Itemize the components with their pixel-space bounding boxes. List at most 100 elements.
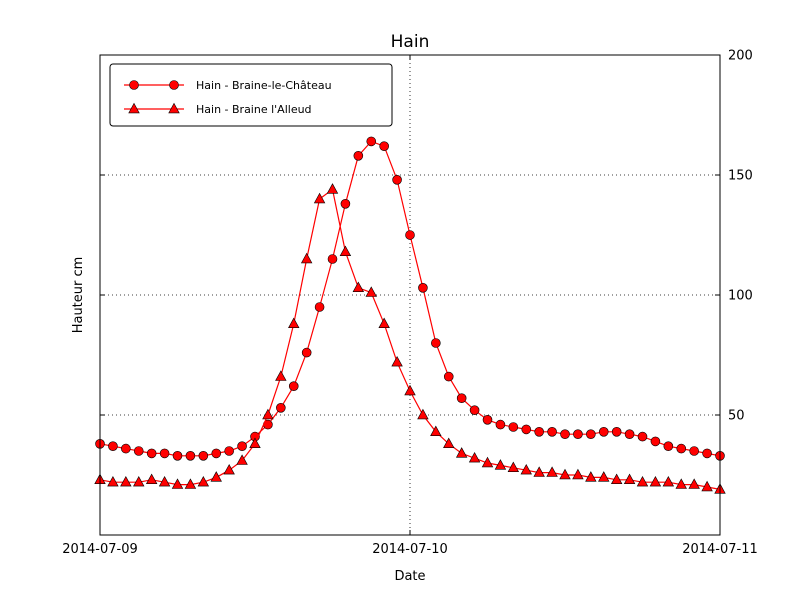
circle-marker [353,151,364,161]
triangle-marker [128,102,140,114]
y-tick-label: 100 [728,289,753,304]
triangle-marker [223,463,235,475]
triangle-marker [262,408,274,420]
circle-marker [146,448,157,459]
circle-marker [663,441,674,452]
circle-marker [611,426,622,437]
series-1 [94,183,726,494]
triangle-marker [275,370,287,381]
circle-marker [637,431,648,442]
y-tick-label: 50 [728,409,745,424]
circle-marker [547,426,557,437]
circle-marker [198,450,209,461]
circle-marker [560,429,570,440]
circle-marker [121,443,131,454]
triangle-marker [468,451,481,463]
circle-marker [521,424,532,435]
circle-marker [379,141,389,151]
triangle-marker [288,317,300,329]
triangle-marker [365,286,377,297]
legend-label: Hain - Braine-le-Château [196,79,332,92]
chart-title: Hain [391,32,430,52]
triangle-marker [107,475,119,487]
triangle-marker [533,466,545,477]
circle-marker [301,347,312,358]
triangle-marker [158,475,171,487]
axis-ticks: 2014-07-09 2014-07-10 2014-07-11 50 100 150 20… [62,49,758,558]
y-tick-label: 200 [728,49,753,64]
triangle-marker [675,478,687,489]
circle-marker [456,393,467,404]
triangle-marker [507,461,520,473]
circle-marker [159,448,170,459]
circle-marker [650,436,661,447]
circle-marker [133,446,144,456]
circle-marker [185,450,196,461]
legend-label: Hain - Braine l'Alleud [196,103,312,116]
triangle-marker [688,478,700,489]
circle-marker [598,426,609,437]
triangle-marker [559,468,571,480]
circle-marker [418,282,428,293]
triangle-marker [120,475,132,487]
triangle-marker [133,475,145,487]
circle-marker [288,381,299,392]
triangle-marker [417,408,429,420]
x-tick-label: 2014-07-09 [62,542,138,557]
circle-marker [340,199,351,209]
circle-marker [689,446,699,456]
triangle-marker [404,384,416,396]
triangle-marker [145,473,158,485]
circle-marker [237,441,247,452]
triangle-marker [171,478,184,489]
series-line [99,140,721,457]
circle-marker [169,80,179,90]
circle-marker [508,422,519,432]
gridlines [100,55,720,535]
circle-marker [276,402,286,413]
triangle-marker [197,475,210,487]
circle-marker [211,448,222,459]
circle-marker [469,405,480,416]
circle-marker [224,446,234,456]
circle-marker [431,338,441,348]
circle-marker [405,230,415,240]
legend: Hain - Braine-le-Château Hain - Braine l'… [109,63,393,127]
circle-marker [108,441,118,452]
triangle-marker [598,471,610,482]
circle-marker [392,175,402,185]
triangle-marker [168,102,180,114]
triangle-marker [326,183,339,194]
triangle-marker [636,475,649,487]
circle-marker [676,443,687,454]
series-markers [95,136,725,461]
circle-marker [172,450,183,461]
triangle-marker [184,478,197,489]
circle-marker [314,302,325,312]
circle-marker [482,414,493,425]
circle-marker [443,371,454,382]
triangle-marker [520,463,532,475]
triangle-marker [572,468,584,480]
y-tick-label: 150 [728,169,753,184]
y-axis-label: Hauteur cm [71,257,86,334]
triangle-marker [481,456,494,468]
circle-marker [702,448,712,459]
triangle-marker [339,245,352,256]
x-tick-label: 2014-07-11 [682,542,758,557]
legend-box [109,63,393,127]
x-tick-label: 2014-07-10 [372,542,448,557]
circle-marker [327,254,338,264]
triangle-marker [585,471,597,482]
triangle-marker [610,473,623,485]
triangle-marker [210,471,222,482]
triangle-marker [378,317,390,329]
triangle-marker [430,425,442,437]
triangle-marker [701,480,713,492]
circle-marker [534,426,544,437]
circle-marker [129,80,139,90]
series-0 [95,136,725,461]
circle-marker [366,136,377,147]
